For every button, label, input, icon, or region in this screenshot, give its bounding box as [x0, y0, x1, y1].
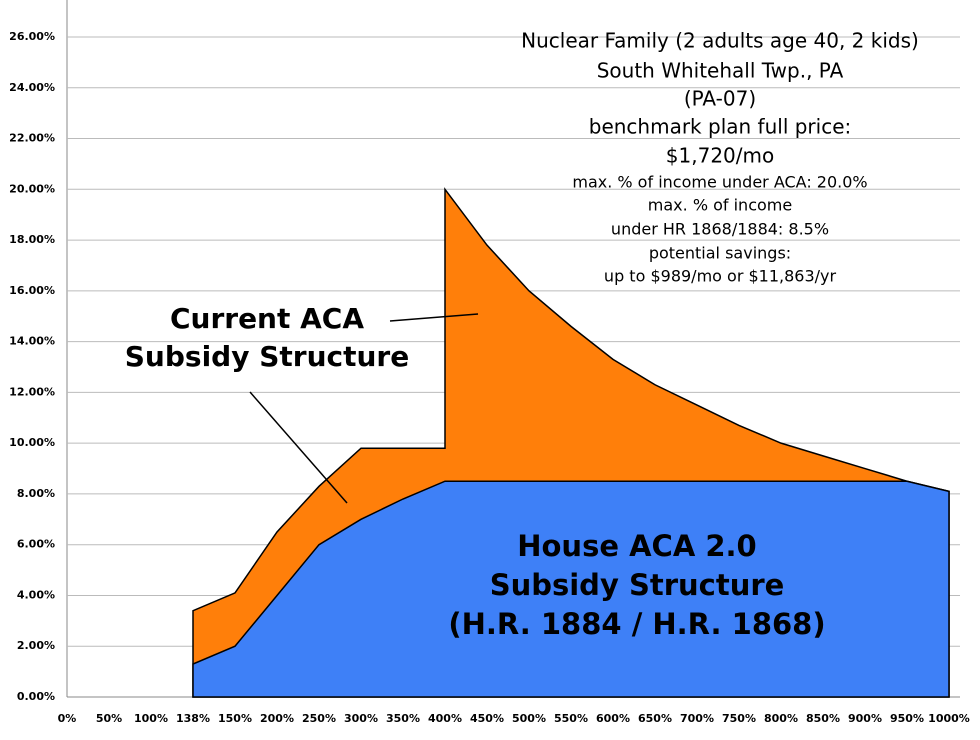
- x-tick-label: 1000%: [928, 712, 970, 725]
- y-tick-label: 18.00%: [9, 233, 55, 246]
- series-label: (H.R. 1884 / H.R. 1868): [448, 607, 825, 641]
- y-tick-label: 16.00%: [9, 284, 55, 297]
- series-label: Current ACA: [170, 302, 364, 335]
- x-tick-label: 0%: [58, 712, 77, 725]
- y-tick-label: 8.00%: [17, 487, 55, 500]
- y-tick-label: 12.00%: [9, 385, 55, 398]
- annotation: (PA-07): [684, 87, 756, 111]
- x-tick-label: 350%: [386, 712, 420, 725]
- y-tick-label: 14.00%: [9, 335, 55, 348]
- x-tick-label: 100%: [134, 712, 168, 725]
- x-tick-label: 950%: [890, 712, 924, 725]
- annotation: potential savings:: [649, 244, 791, 263]
- series-label: House ACA 2.0: [517, 529, 757, 563]
- annotation: $1,720/mo: [666, 144, 774, 168]
- x-tick-label: 900%: [848, 712, 882, 725]
- x-tick-label: 138%: [176, 712, 210, 725]
- annotation: up to $989/mo or $11,863/yr: [604, 267, 837, 286]
- x-tick-label: 800%: [764, 712, 798, 725]
- annotation: max. % of income under ACA: 20.0%: [572, 173, 867, 192]
- y-tick-label: 0.00%: [17, 690, 55, 703]
- area: [192, 480, 950, 698]
- x-tick-label: 650%: [638, 712, 672, 725]
- y-tick-label: 6.00%: [17, 538, 55, 551]
- pointer-line: [389, 313, 479, 322]
- y-tick-label: 24.00%: [9, 81, 55, 94]
- annotation: Nuclear Family (2 adults age 40, 2 kids): [521, 29, 919, 53]
- y-tick-label: 4.00%: [17, 588, 55, 601]
- series-label: Subsidy Structure: [490, 568, 785, 602]
- y-tick-label: 22.00%: [9, 132, 55, 145]
- x-tick-label: 400%: [428, 712, 462, 725]
- x-tick-label: 450%: [470, 712, 504, 725]
- annotation: under HR 1868/1884: 8.5%: [611, 220, 829, 239]
- x-tick-label: 600%: [596, 712, 630, 725]
- x-tick-label: 200%: [260, 712, 294, 725]
- x-tick-label: 850%: [806, 712, 840, 725]
- annotation: South Whitehall Twp., PA: [597, 59, 844, 83]
- y-tick-label: 10.00%: [9, 436, 55, 449]
- x-tick-label: 300%: [344, 712, 378, 725]
- x-tick-label: 50%: [96, 712, 122, 725]
- y-tick-label: 26.00%: [9, 30, 55, 43]
- series-label: Subsidy Structure: [125, 340, 409, 373]
- annotation: max. % of income: [648, 196, 792, 215]
- y-tick-label: 20.00%: [9, 182, 55, 195]
- x-tick-label: 250%: [302, 712, 336, 725]
- x-tick-label: 550%: [554, 712, 588, 725]
- x-tick-label: 700%: [680, 712, 714, 725]
- pointer-line: [249, 391, 348, 504]
- x-tick-label: 500%: [512, 712, 546, 725]
- annotation: benchmark plan full price:: [589, 115, 852, 139]
- y-tick-label: 2.00%: [17, 639, 55, 652]
- x-tick-label: 750%: [722, 712, 756, 725]
- x-tick-label: 150%: [218, 712, 252, 725]
